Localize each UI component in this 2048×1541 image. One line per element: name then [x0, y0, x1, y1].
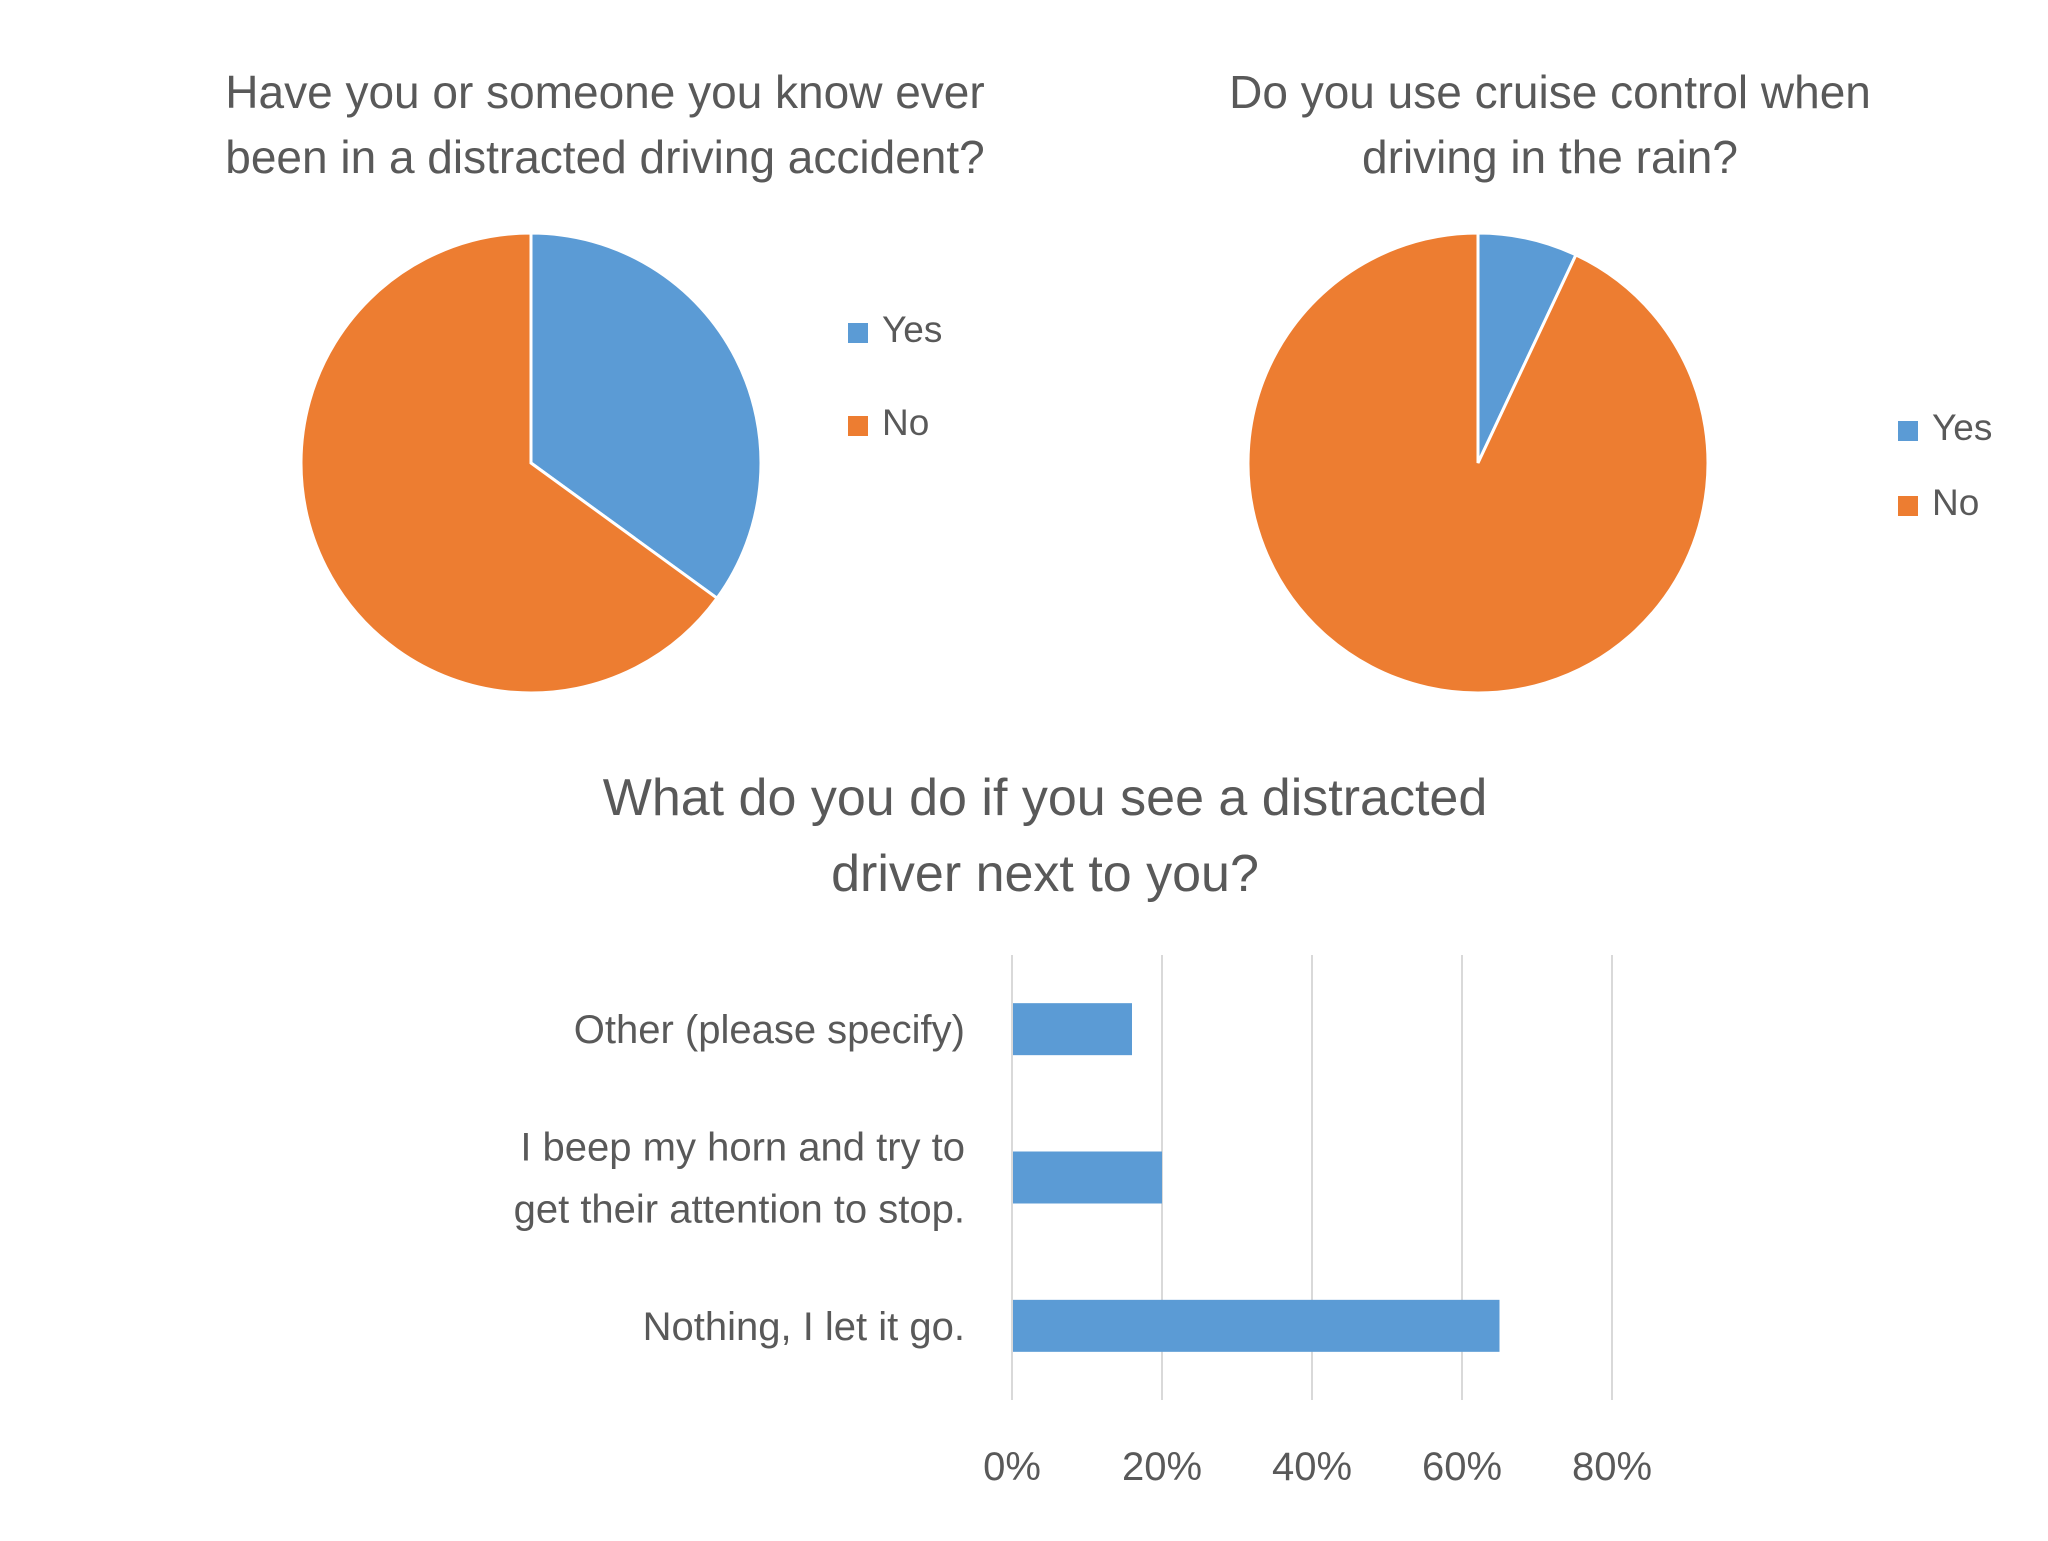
category-label: get their attention to stop.: [514, 1188, 965, 1232]
pie-2-legend-swatch: [1898, 421, 1918, 441]
category-label: I beep my horn and try to: [520, 1126, 965, 1170]
bar-1: [1012, 1003, 1132, 1056]
bar-chart-distracted-driver: What do you do if you see a distracted dr…: [514, 769, 1652, 1489]
bar-3: [1012, 1299, 1500, 1352]
pie-1-slice-no: [299, 231, 720, 695]
category-label: Other (please specify): [574, 1008, 965, 1052]
pie-2-legend-label: No: [1932, 482, 1979, 523]
bar-chart-title-line: driver next to you?: [831, 845, 1259, 903]
category-label: Nothing, I let it go.: [643, 1305, 965, 1349]
pie-2-slice-no: [1246, 231, 1710, 695]
pie-2-slice-yes: [1476, 231, 1578, 464]
bar-chart-title-line: What do you do if you see a distracted: [603, 769, 1488, 827]
pie-1-legend-label: Yes: [882, 309, 942, 350]
x-tick-label: 80%: [1572, 1445, 1652, 1489]
pie-1-legend-label: No: [882, 402, 929, 443]
x-tick-label: 0%: [983, 1445, 1041, 1489]
pie-chart-cruise-control: Do you use cruise control when driving in…: [1229, 66, 1992, 695]
pie-2-title-line: driving in the rain?: [1362, 131, 1738, 183]
pie-1-legend-swatch: [848, 323, 868, 343]
x-tick-label: 20%: [1122, 1445, 1202, 1489]
pie-2-title-line: Do you use cruise control when: [1229, 66, 1871, 118]
pie-2-legend-swatch: [1898, 496, 1918, 516]
pie-2-legend-label: Yes: [1932, 407, 1992, 448]
pie-1-legend-swatch: [848, 416, 868, 436]
x-tick-label: 60%: [1422, 1445, 1502, 1489]
pie-1-title-line: Have you or someone you know ever: [225, 66, 984, 118]
pie-1-title-line: been in a distracted driving accident?: [225, 131, 984, 183]
pie-chart-accident: Have you or someone you know ever been in…: [225, 66, 985, 695]
pie-1-slice-yes: [529, 231, 763, 601]
bar-2: [1012, 1151, 1162, 1204]
x-tick-label: 40%: [1272, 1445, 1352, 1489]
